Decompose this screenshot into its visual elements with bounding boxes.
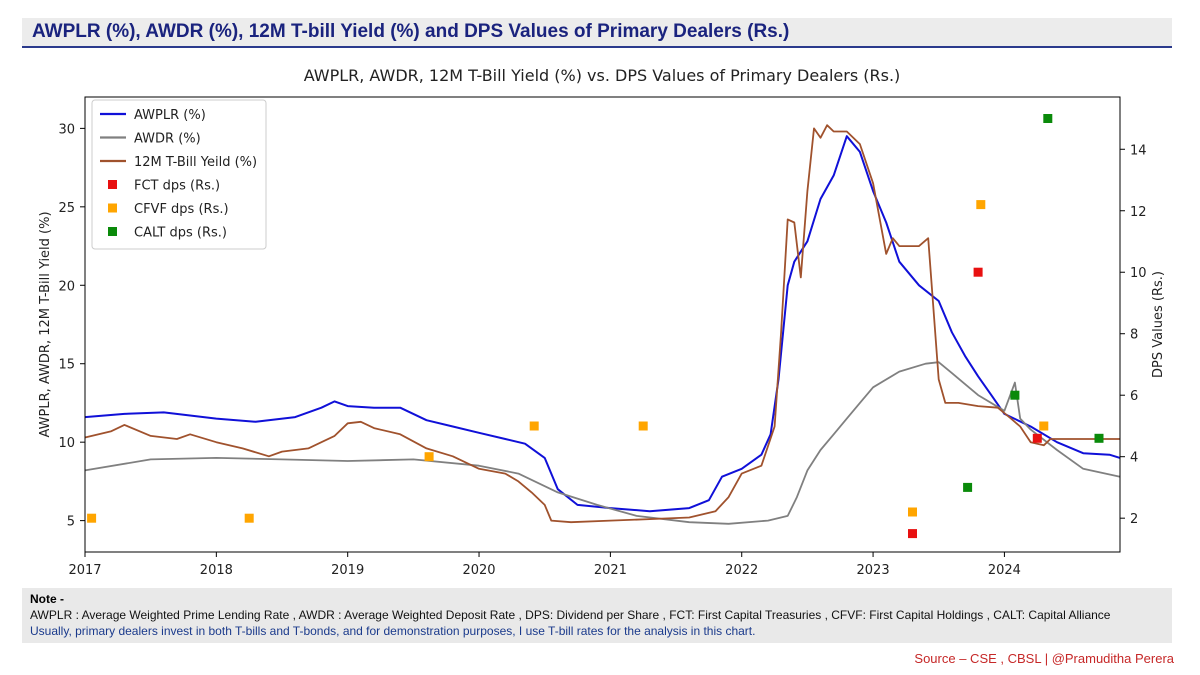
cfvf-point: [638, 421, 648, 431]
legend-swatch-calt: [108, 227, 117, 236]
y2-tick-label: 10: [1130, 266, 1147, 281]
x-tick-label: 2017: [68, 563, 101, 578]
header-bar: AWPLR (%), AWDR (%), 12M T-bill Yield (%…: [22, 18, 1172, 48]
legend-label-awdr: AWDR (%): [134, 132, 201, 147]
page-title: AWPLR (%), AWDR (%), 12M T-bill Yield (%…: [32, 21, 790, 42]
chart-title: AWPLR, AWDR, 12M T-Bill Yield (%) vs. DP…: [304, 66, 901, 85]
y2-tick-label: 4: [1130, 451, 1138, 466]
y2-tick-label: 2: [1130, 512, 1138, 527]
fct-point: [908, 529, 917, 539]
x-tick-label: 2018: [200, 563, 233, 578]
cfvf-point: [529, 421, 539, 431]
cfvf-point: [424, 452, 434, 462]
y-tick-label: 20: [58, 279, 75, 294]
y-axis-label: AWPLR, AWDR, 12M T-Bill Yield (%): [38, 211, 53, 437]
y-tick-label: 30: [58, 122, 75, 137]
y2-axis-label: DPS Values (Rs.): [1151, 271, 1166, 378]
calt-point: [1094, 433, 1104, 443]
legend-label-awplr: AWPLR (%): [134, 108, 206, 123]
cfvf-point: [908, 507, 917, 517]
x-tick-label: 2024: [988, 563, 1021, 578]
cfvf-point: [244, 513, 254, 523]
y-tick-label: 5: [67, 515, 75, 530]
note-definitions: AWPLR : Average Weighted Prime Lending R…: [30, 608, 1111, 622]
cfvf-point: [1039, 421, 1049, 431]
legend-label-cfvf: CFVF dps (Rs.): [134, 202, 229, 217]
note-box: Note - AWPLR : Average Weighted Prime Le…: [22, 588, 1172, 643]
plot-frame: [84, 96, 1121, 553]
fct-point: [973, 267, 983, 277]
dps-yield-chart: AWPLR, AWDR, 12M T-Bill Yield (%) vs. DP…: [38, 66, 1166, 578]
legend-swatch-fct: [108, 180, 117, 189]
note-title: Note -: [30, 592, 64, 606]
y2-tick-label: 6: [1130, 389, 1138, 404]
fct-point: [1032, 433, 1042, 443]
y2-tick-label: 12: [1130, 205, 1147, 220]
x-tick-label: 2022: [725, 563, 758, 578]
y-tick-label: 15: [58, 358, 75, 373]
x-tick-label: 2019: [331, 563, 364, 578]
y-tick-label: 10: [58, 436, 75, 451]
y2-tick-label: 14: [1130, 143, 1147, 158]
legend-label-calt: CALT dps (Rs.): [134, 226, 227, 241]
calt-point: [1010, 390, 1020, 400]
legend-label-tbill: 12M T-Bill Yeild (%): [134, 155, 257, 170]
awplr-line: [84, 135, 1121, 513]
y-tick-label: 25: [58, 201, 75, 216]
calt-point: [1043, 114, 1053, 123]
note-disclaimer: Usually, primary dealers invest in both …: [30, 624, 756, 638]
calt-point: [963, 482, 973, 492]
awdr-line: [84, 361, 1121, 525]
y2-tick-label: 8: [1130, 328, 1138, 343]
legend-label-fct: FCT dps (Rs.): [134, 179, 220, 194]
legend-swatch-cfvf: [108, 203, 117, 213]
x-tick-label: 2020: [462, 563, 495, 578]
x-tick-label: 2023: [857, 563, 890, 578]
source-credit: Source – CSE , CBSL | @Pramuditha Perera: [914, 651, 1174, 666]
cfvf-point: [87, 513, 97, 523]
tbill-line: [84, 124, 1120, 524]
cfvf-point: [976, 200, 986, 210]
legend-box: [91, 99, 267, 250]
x-tick-label: 2021: [594, 563, 627, 578]
